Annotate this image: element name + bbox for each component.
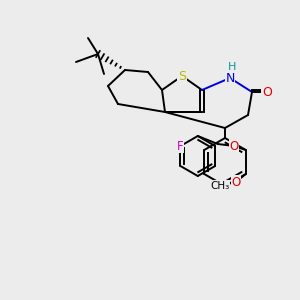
Text: O: O bbox=[229, 140, 239, 152]
Text: O: O bbox=[231, 176, 240, 188]
Text: F: F bbox=[177, 140, 184, 152]
Text: CH₃: CH₃ bbox=[210, 181, 230, 191]
Text: H: H bbox=[228, 62, 236, 72]
Text: N: N bbox=[225, 71, 235, 85]
Text: O: O bbox=[262, 85, 272, 98]
Text: S: S bbox=[178, 70, 186, 83]
